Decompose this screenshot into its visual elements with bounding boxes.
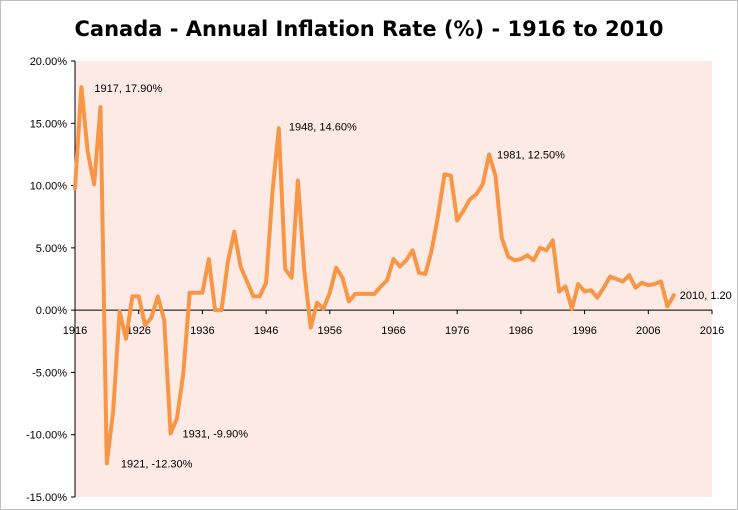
y-tick-label: 20.00% — [30, 56, 68, 68]
y-tick-label: 10.00% — [30, 181, 68, 193]
x-tick-label: 1996 — [572, 325, 596, 337]
data-label: 1931, -9.90% — [183, 428, 249, 440]
plot-area — [75, 61, 712, 497]
x-tick-label: 1976 — [445, 325, 469, 337]
data-label: 1917, 17.90% — [94, 83, 162, 95]
x-tick-label: 1956 — [318, 325, 342, 337]
y-tick-label: -5.00% — [32, 367, 67, 379]
x-tick-label: 1986 — [509, 325, 533, 337]
y-tick-label: 0.00% — [36, 305, 67, 317]
data-label: 2010, 1.20 — [680, 290, 732, 302]
x-tick-label: 1926 — [126, 325, 150, 337]
y-tick-label: -15.00% — [26, 492, 67, 504]
y-tick-label: -10.00% — [26, 430, 67, 442]
x-tick-label: 1936 — [190, 325, 214, 337]
x-tick-label: 1916 — [63, 325, 87, 337]
x-tick-label: 2016 — [700, 325, 724, 337]
x-tick-label: 1966 — [381, 325, 405, 337]
x-tick-label: 1946 — [254, 325, 278, 337]
chart-title: Canada - Annual Inflation Rate (%) - 191… — [75, 17, 664, 41]
y-tick-label: 5.00% — [36, 243, 67, 255]
x-tick-label: 2006 — [636, 325, 660, 337]
data-label: 1981, 12.50% — [497, 149, 565, 161]
y-tick-label: 15.00% — [30, 118, 68, 130]
data-label: 1948, 14.60% — [289, 121, 357, 133]
data-label: 1921, -12.30% — [121, 458, 193, 470]
inflation-series-line — [73, 85, 676, 466]
